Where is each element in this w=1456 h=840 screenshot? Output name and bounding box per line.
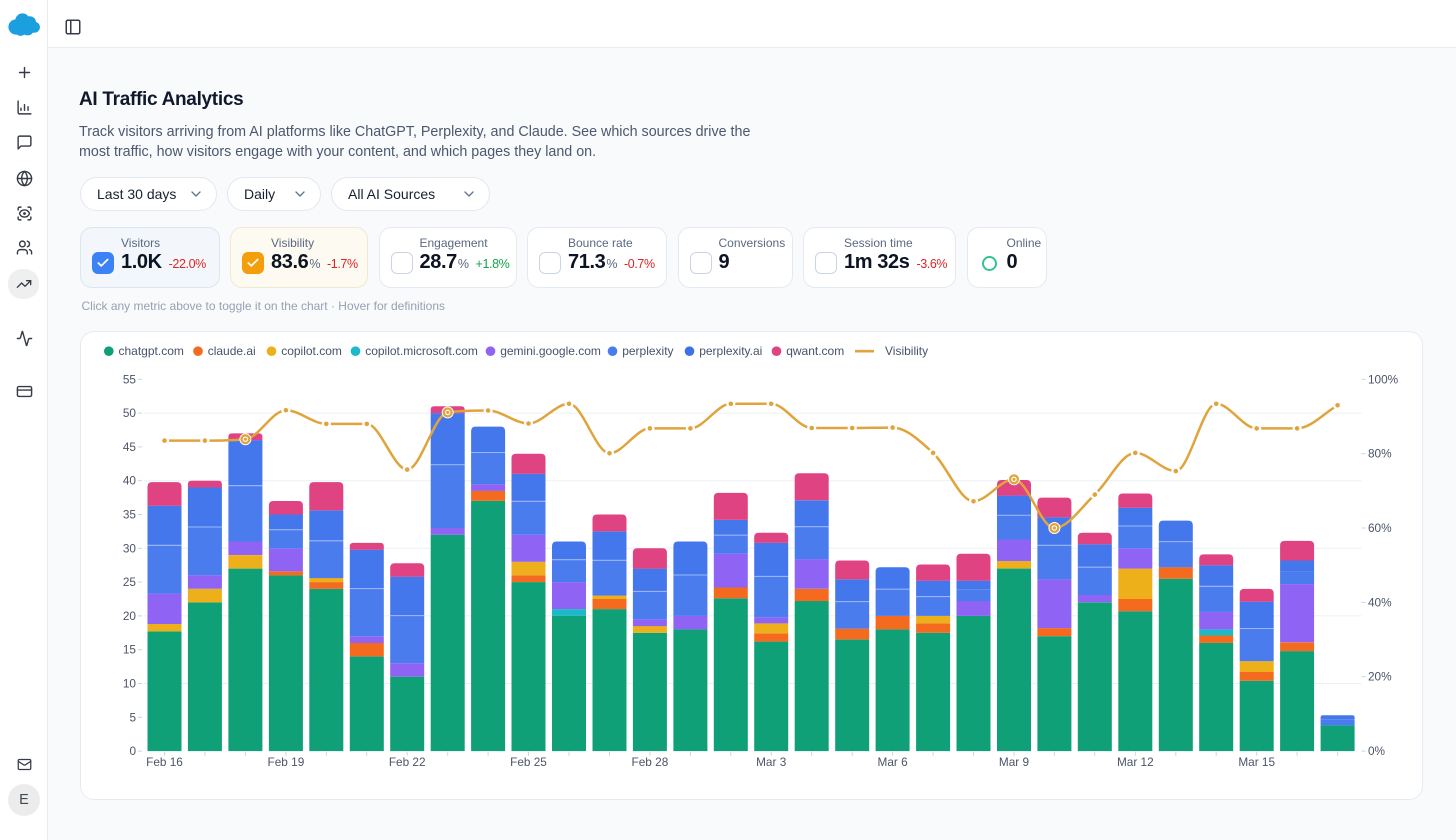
svg-text:15: 15 (123, 643, 137, 657)
svg-text:40: 40 (123, 474, 137, 488)
svg-text:50: 50 (123, 406, 137, 420)
svg-text:20: 20 (123, 609, 137, 623)
svg-text:100%: 100% (1368, 373, 1399, 387)
svg-text:Feb 16: Feb 16 (146, 755, 183, 769)
svg-text:45: 45 (123, 440, 137, 454)
svg-text:25: 25 (123, 575, 137, 589)
svg-text:80%: 80% (1368, 447, 1392, 461)
svg-text:30: 30 (123, 542, 137, 556)
svg-text:10: 10 (123, 677, 137, 691)
svg-text:Feb 28: Feb 28 (632, 755, 669, 769)
svg-text:perplexity.ai: perplexity.ai (699, 344, 762, 358)
svg-text:Feb 19: Feb 19 (268, 755, 305, 769)
svg-text:60%: 60% (1368, 521, 1392, 535)
svg-text:Visibility: Visibility (885, 344, 928, 358)
svg-text:copilot.microsoft.com: copilot.microsoft.com (365, 344, 478, 358)
svg-text:35: 35 (123, 508, 137, 522)
svg-text:Mar 6: Mar 6 (878, 755, 909, 769)
svg-text:Mar 9: Mar 9 (999, 755, 1029, 769)
svg-text:20%: 20% (1368, 670, 1392, 684)
svg-text:qwant.com: qwant.com (786, 344, 844, 358)
svg-text:5: 5 (129, 711, 136, 725)
svg-text:Feb 22: Feb 22 (389, 755, 426, 769)
svg-text:0%: 0% (1368, 744, 1386, 758)
svg-text:Mar 15: Mar 15 (1238, 755, 1275, 769)
svg-text:chatgpt.com: chatgpt.com (119, 344, 184, 358)
svg-text:Mar 12: Mar 12 (1117, 755, 1154, 769)
svg-text:40%: 40% (1368, 596, 1392, 610)
svg-text:55: 55 (123, 373, 137, 387)
svg-text:0: 0 (129, 744, 136, 758)
svg-text:copilot.com: copilot.com (281, 344, 342, 358)
svg-text:gemini.google.com: gemini.google.com (500, 344, 601, 358)
svg-text:perplexity: perplexity (622, 344, 673, 358)
svg-text:Feb 25: Feb 25 (510, 755, 547, 769)
svg-text:Mar 3: Mar 3 (756, 755, 787, 769)
svg-text:claude.ai: claude.ai (208, 344, 256, 358)
